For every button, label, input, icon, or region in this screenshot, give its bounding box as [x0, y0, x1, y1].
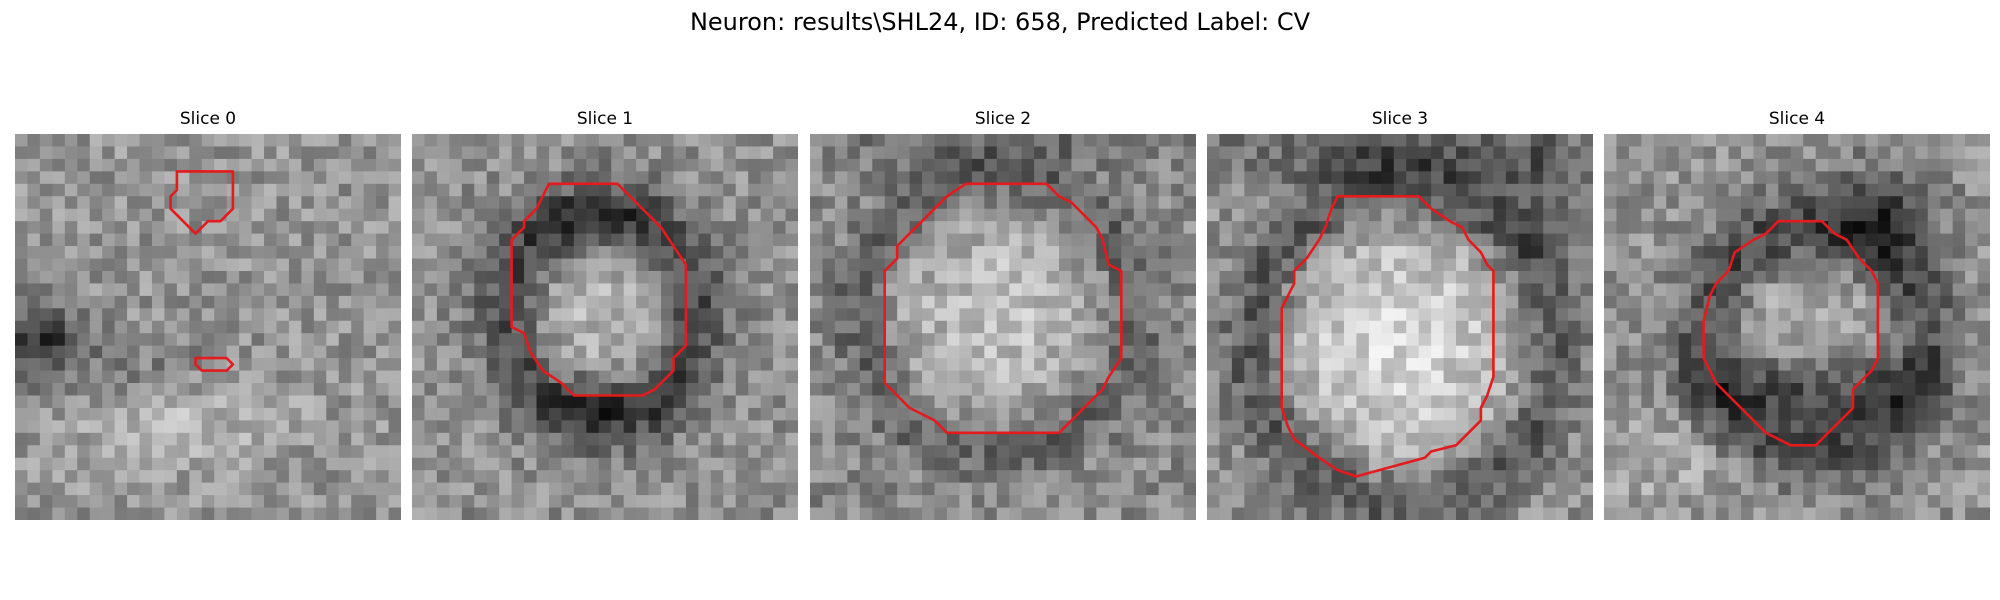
pixel-grid	[1604, 134, 1990, 520]
slice-panel-1: Slice 1	[412, 108, 798, 520]
segmentation-contour	[510, 182, 688, 397]
slice-panel-0: Slice 0	[15, 108, 401, 520]
pixel-grid	[15, 134, 401, 520]
slice-image	[810, 134, 1196, 520]
slice-image	[15, 134, 401, 520]
pixel-grid	[412, 134, 798, 520]
slice-panel-3: Slice 3	[1207, 108, 1593, 520]
slice-image	[1207, 134, 1593, 520]
segmentation-contour	[1280, 194, 1495, 478]
segmentation-contour	[194, 356, 235, 372]
segmentation-contour	[883, 182, 1123, 435]
slice-title: Slice 0	[179, 109, 237, 129]
slice-panel-2: Slice 2	[810, 108, 1196, 520]
segmentation-contour	[1702, 219, 1880, 447]
slice-panel-4: Slice 4	[1604, 108, 1990, 520]
slice-title: Slice 2	[974, 109, 1032, 129]
segmentation-contour	[169, 170, 235, 235]
slice-image	[1604, 134, 1990, 520]
slice-title: Slice 3	[1371, 109, 1429, 129]
slice-image	[412, 134, 798, 520]
pixel-grid	[1207, 134, 1593, 520]
slice-title: Slice 1	[576, 109, 634, 129]
pixel-grid	[810, 134, 1196, 520]
figure-title: Neuron: results\SHL24, ID: 658, Predicte…	[689, 8, 1311, 36]
slice-title: Slice 4	[1768, 109, 1826, 129]
